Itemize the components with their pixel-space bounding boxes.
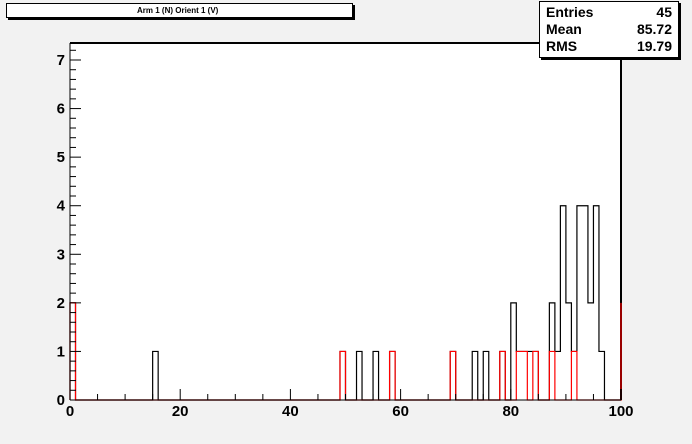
histogram-title: Arm 1 (N) Orient 1 (V) <box>137 6 219 15</box>
y-tick-label: 6 <box>57 101 65 118</box>
y-tick-label: 7 <box>57 52 65 69</box>
x-tick-label: 40 <box>282 403 299 420</box>
plot-frame-fill <box>70 43 621 400</box>
stat-label: RMS <box>546 38 578 54</box>
histogram-title-box: Arm 1 (N) Orient 1 (V) <box>6 3 353 18</box>
stat-value: 45 <box>656 4 672 20</box>
y-tick-label: 4 <box>57 198 66 215</box>
x-tick-label: 100 <box>608 403 633 420</box>
axes-layer: 0 20 40 60 80 100 0 1 2 3 4 5 6 7 <box>57 43 634 420</box>
y-tick-label: 0 <box>57 392 65 409</box>
x-tick-label: 80 <box>502 403 519 420</box>
stat-row-rms: RMS 19.79 <box>546 38 672 55</box>
stat-value: 85.72 <box>636 21 672 37</box>
stat-value: 19.79 <box>636 38 672 54</box>
stat-row-entries: Entries 45 <box>546 4 672 21</box>
x-tick-label: 20 <box>172 403 189 420</box>
stat-label: Entries <box>546 4 594 20</box>
y-tick-label: 1 <box>57 343 65 360</box>
stat-row-mean: Mean 85.72 <box>546 21 672 38</box>
x-tick-label: 60 <box>392 403 409 420</box>
y-tick-label: 2 <box>57 295 65 312</box>
y-tick-label: 5 <box>57 149 65 166</box>
y-tick-label: 3 <box>57 246 65 263</box>
x-tick-label: 0 <box>66 403 74 420</box>
stat-label: Mean <box>546 21 582 37</box>
stats-box: Entries 45 Mean 85.72 RMS 19.79 <box>539 1 679 58</box>
